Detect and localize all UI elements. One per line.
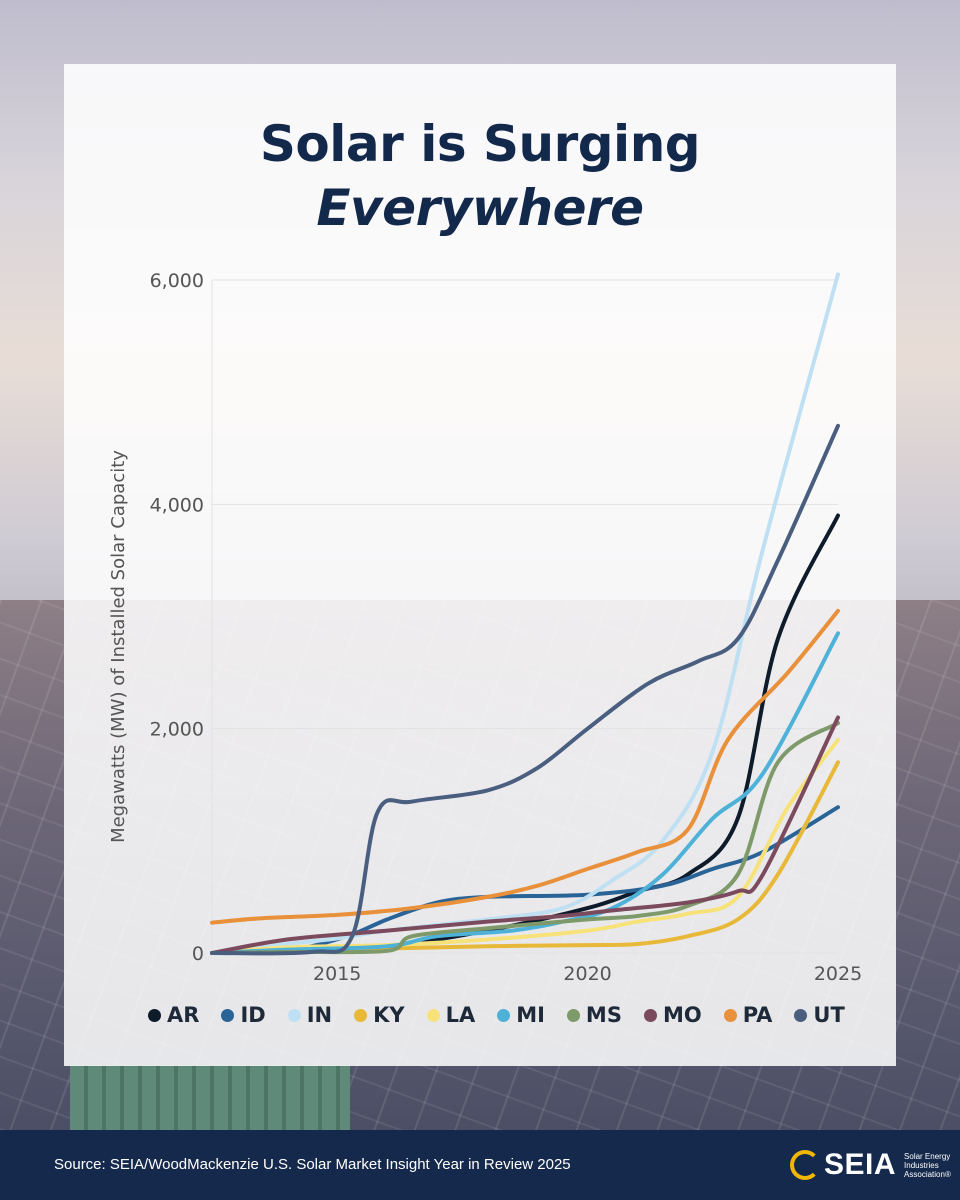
- legend-label: KY: [373, 1003, 405, 1027]
- legend-label: MI: [516, 1003, 545, 1027]
- legend-label: MO: [662, 1003, 702, 1027]
- legend-label: MS: [585, 1003, 622, 1027]
- seia-logo: SEIA Solar Energy Industries Association…: [790, 1142, 960, 1188]
- logo-tagline: Solar Energy Industries Association®: [904, 1151, 951, 1179]
- legend-item-ky: KY: [354, 1003, 405, 1027]
- chart-legend: AR ID IN KY LA MI MS MO PA UT: [148, 1000, 845, 1030]
- series-line-ut: [210, 423, 840, 956]
- legend-item-mo: MO: [643, 1003, 702, 1027]
- y-tick-label: 6,000: [150, 270, 204, 292]
- title-line-1: Solar is Surging: [259, 115, 701, 173]
- roof-background: [70, 1065, 350, 1130]
- y-tick-label: 2,000: [150, 719, 204, 741]
- series-line-la: [210, 737, 840, 955]
- legend-marker: [566, 1008, 580, 1022]
- sun-icon: [790, 1150, 820, 1180]
- legend-item-pa: PA: [723, 1003, 773, 1027]
- legend-label: LA: [445, 1003, 476, 1027]
- series-line-id: [210, 805, 840, 955]
- legend-marker: [794, 1008, 808, 1022]
- legend-marker: [426, 1008, 440, 1022]
- y-tick-label: 4,000: [150, 494, 204, 516]
- series-line-mo: [210, 715, 840, 955]
- legend-label: ID: [240, 1003, 266, 1027]
- legend-label: AR: [167, 1003, 200, 1027]
- legend-marker: [643, 1008, 657, 1022]
- legend-marker: [497, 1008, 511, 1022]
- legend-item-in: IN: [287, 1003, 333, 1027]
- source-note: Source: SEIA/WoodMackenzie U.S. Solar Ma…: [54, 1156, 571, 1173]
- logo-name: SEIA: [824, 1148, 897, 1181]
- legend-marker: [723, 1008, 737, 1022]
- page-title: Solar is Surging Everywhere: [0, 112, 960, 240]
- series-line-ms: [210, 721, 840, 955]
- legend-label: UT: [813, 1003, 845, 1027]
- legend-item-ms: MS: [566, 1003, 622, 1027]
- legend-marker: [287, 1008, 301, 1022]
- legend-label: IN: [306, 1003, 333, 1027]
- legend-item-ar: AR: [148, 1003, 199, 1027]
- x-tick-label: 2025: [814, 963, 862, 985]
- series-line-pa: [210, 608, 840, 925]
- legend-item-mi: MI: [497, 1003, 545, 1027]
- title-line-2: Everywhere: [316, 179, 644, 237]
- legend-label: PA: [742, 1003, 773, 1027]
- y-axis-label: Megawatts (MW) of Installed Solar Capaci…: [108, 450, 129, 843]
- legend-marker: [354, 1008, 368, 1022]
- legend-item-la: LA: [426, 1003, 476, 1027]
- y-tick-label: 0: [192, 943, 204, 965]
- series-line-mi: [210, 631, 840, 955]
- legend-marker: [221, 1008, 235, 1022]
- legend-item-id: ID: [221, 1003, 266, 1027]
- x-tick-label: 2015: [313, 963, 361, 985]
- series-line-in: [210, 272, 840, 955]
- legend-item-ut: UT: [794, 1003, 845, 1027]
- x-tick-label: 2020: [563, 963, 611, 985]
- legend-marker: [148, 1008, 161, 1022]
